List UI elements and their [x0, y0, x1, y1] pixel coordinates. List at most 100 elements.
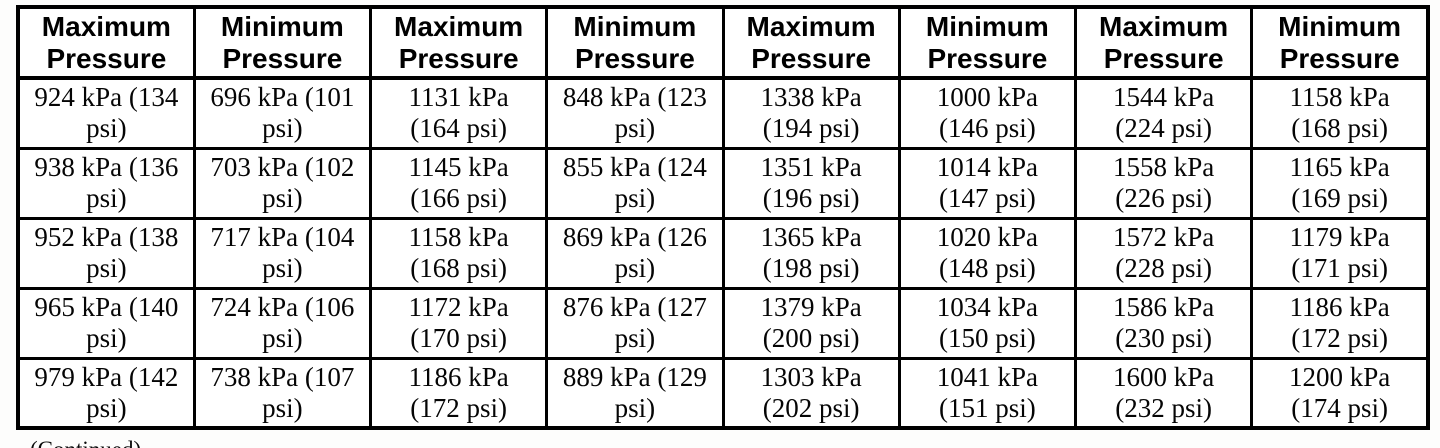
header-line: Pressure: [1103, 42, 1224, 74]
header-cell-minimum-pressure: Minimum Pressure: [545, 5, 725, 80]
table-row: 952 kPa (138 psi) 717 kPa (104 psi) 1158 k…: [16, 216, 1430, 290]
cell-line: psi): [86, 183, 127, 213]
table-cell: 717 kPa (104 psi): [192, 216, 373, 290]
table-cell: 1131 kPa (164 psi): [368, 76, 549, 150]
table-cell: 1172 kPa (170 psi): [368, 286, 549, 360]
cell-line: (172 psi): [410, 392, 507, 423]
cell-line: psi): [614, 183, 656, 213]
table-cell: 1158 kPa (168 psi): [1250, 76, 1430, 150]
table-cell: 1020 kPa (148 psi): [897, 216, 1078, 290]
cell-line: 1014 kPa: [936, 152, 1038, 182]
cell-line: psi): [86, 253, 127, 283]
cell-line: 1034 kPa: [936, 292, 1038, 322]
cell-line: 717 kPa (104: [210, 222, 355, 252]
cell-line: psi): [614, 113, 656, 144]
header-line: Maximum: [1099, 10, 1229, 42]
cell-line: (226 psi): [1115, 183, 1212, 213]
cell-line: (171 psi): [1291, 253, 1388, 283]
cell-line: 1186 kPa: [408, 361, 509, 392]
table-cell: 1158 kPa (168 psi): [368, 216, 549, 290]
table-cell: 1379 kPa (200 psi): [721, 286, 901, 360]
table-cell: 1186 kPa (172 psi): [1250, 286, 1430, 360]
table-cell: 1034 kPa (150 psi): [897, 286, 1078, 360]
table-cell: 724 kPa (106 psi): [192, 286, 373, 360]
cell-line: 979 kPa (142: [34, 361, 179, 392]
header-cell-minimum-pressure: Minimum Pressure: [897, 5, 1078, 80]
table-row: 965 kPa (140 psi) 724 kPa (106 psi) 1172 k…: [16, 286, 1430, 360]
cell-line: 1158 kPa: [408, 222, 509, 252]
cell-line: (230 psi): [1115, 323, 1212, 353]
cell-line: 869 kPa (126: [562, 222, 707, 252]
cell-line: (196 psi): [762, 183, 860, 213]
header-line: Pressure: [1279, 42, 1400, 74]
cell-line: 1379 kPa: [760, 292, 862, 322]
header-line: Pressure: [222, 42, 343, 74]
cell-line: psi): [86, 323, 127, 353]
header-line: Minimum: [925, 10, 1049, 42]
cell-line: 1303 kPa: [760, 361, 862, 392]
table-cell: 938 kPa (136 psi): [16, 146, 196, 220]
table-cell: 869 kPa (126 psi): [545, 216, 725, 290]
cell-line: 1000 kPa: [936, 82, 1038, 113]
cell-line: (170 psi): [410, 323, 507, 353]
cell-line: (150 psi): [939, 323, 1036, 353]
cell-line: 889 kPa (129: [562, 361, 707, 392]
table-cell: 1000 kPa (146 psi): [897, 76, 1078, 150]
cell-line: (174 psi): [1291, 392, 1388, 423]
cell-line: (151 psi): [939, 392, 1036, 423]
cell-line: (172 psi): [1291, 323, 1388, 353]
cell-line: 1186 kPa: [1289, 292, 1390, 322]
cell-line: 924 kPa (134: [34, 82, 179, 113]
cell-line: 1131 kPa: [408, 82, 509, 113]
cell-line: 1145 kPa: [408, 152, 509, 182]
cell-line: (146 psi): [939, 113, 1036, 144]
cell-line: 855 kPa (124: [562, 152, 707, 182]
cell-line: (224 psi): [1115, 113, 1212, 144]
header-line: Pressure: [751, 42, 872, 74]
header-line: Minimum: [1278, 10, 1402, 42]
table-row: 938 kPa (136 psi) 703 kPa (102 psi) 1145 k…: [16, 146, 1430, 220]
cell-line: psi): [614, 323, 656, 353]
cell-line: 1158 kPa: [1289, 82, 1390, 113]
header-cell-minimum-pressure: Minimum Pressure: [192, 5, 373, 80]
cell-line: 1544 kPa: [1113, 82, 1215, 113]
pressure-table-body: 924 kPa (134 psi) 696 kPa (101 psi) 1131 k…: [16, 76, 1430, 430]
cell-line: (228 psi): [1115, 253, 1212, 283]
cell-line: (164 psi): [410, 113, 507, 144]
cell-line: (168 psi): [410, 253, 507, 283]
table-cell: 1365 kPa (198 psi): [721, 216, 901, 290]
table-cell: 1558 kPa (226 psi): [1073, 146, 1254, 220]
header-cell-maximum-pressure: Maximum Pressure: [1073, 5, 1254, 80]
header-row: Maximum Pressure Minimum Pressure Maximum P…: [16, 5, 1430, 80]
cell-line: (147 psi): [939, 183, 1036, 213]
table-cell: 1600 kPa (232 psi): [1073, 356, 1254, 430]
cell-line: 848 kPa (123: [562, 82, 707, 113]
header-line: Maximum: [746, 10, 876, 42]
cell-line: 1586 kPa: [1113, 292, 1215, 322]
cell-line: psi): [262, 113, 303, 144]
cell-line: 1558 kPa: [1113, 152, 1215, 182]
table-cell: 1145 kPa (166 psi): [368, 146, 549, 220]
header-line: Minimum: [220, 10, 344, 42]
header-line: Pressure: [574, 42, 695, 74]
cell-line: 696 kPa (101: [210, 82, 355, 113]
table-cell: 855 kPa (124 psi): [545, 146, 725, 220]
table-cell: 889 kPa (129 psi): [545, 356, 725, 430]
cell-line: psi): [614, 392, 656, 423]
cell-line: (200 psi): [762, 323, 860, 353]
header-line: Pressure: [398, 42, 519, 74]
table-row: 924 kPa (134 psi) 696 kPa (101 psi) 1131 k…: [16, 76, 1430, 150]
cell-line: 1041 kPa: [936, 361, 1038, 392]
cell-line: 1179 kPa: [1289, 222, 1390, 252]
header-line: Minimum: [573, 10, 697, 42]
cell-line: 965 kPa (140: [34, 292, 179, 322]
header-line: Maximum: [394, 10, 524, 42]
cell-line: 1351 kPa: [760, 152, 862, 182]
table-cell: 1179 kPa (171 psi): [1250, 216, 1430, 290]
header-cell-maximum-pressure: Maximum Pressure: [368, 5, 549, 80]
header-line: Pressure: [46, 42, 167, 74]
cell-line: 1338 kPa: [760, 82, 862, 113]
cell-line: 938 kPa (136: [34, 152, 179, 182]
table-cell: 1351 kPa (196 psi): [721, 146, 901, 220]
